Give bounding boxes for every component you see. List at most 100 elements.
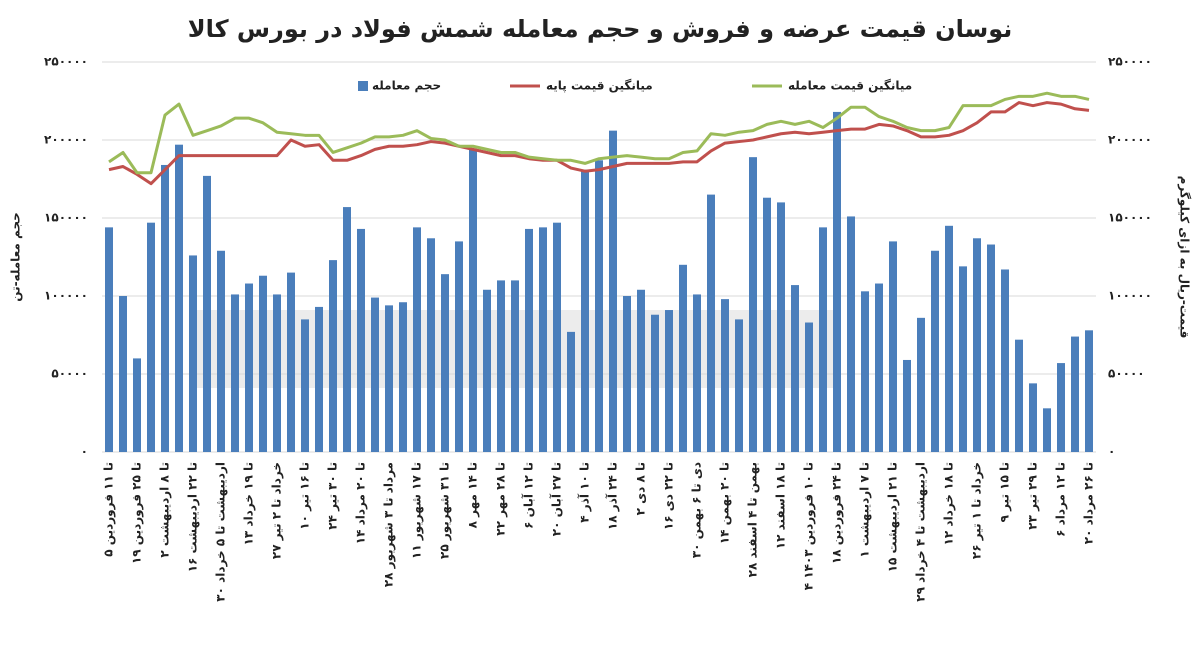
bar — [847, 216, 855, 452]
bar — [805, 322, 813, 452]
bar — [1085, 330, 1093, 452]
x-tick-label: ۳۰ اردیبهشت تا ۵ خرداد — [214, 462, 228, 602]
bar — [609, 130, 617, 452]
bar — [959, 266, 967, 452]
bar — [525, 228, 533, 452]
y2-tick-label: ۲۰۰۰۰۰ — [1108, 133, 1152, 147]
x-tick-label: ۶ تا ۱۲ آبان — [521, 462, 536, 529]
bar — [175, 144, 183, 452]
bar — [329, 260, 337, 452]
y2-tick-label: ۰ — [1108, 445, 1115, 459]
bar — [637, 289, 645, 452]
bar — [679, 264, 687, 452]
bar — [651, 314, 659, 452]
bar — [469, 149, 477, 453]
bar — [413, 227, 421, 452]
x-tick-label: ۱۹ تا ۲۵ فروردین — [130, 462, 145, 564]
x-tick-label: ۱ تا ۷ اردیبهشت — [858, 462, 872, 558]
bar — [483, 289, 491, 452]
y-tick-label: ۵۰۰۰۰ — [51, 367, 88, 381]
legend-swatch — [358, 81, 368, 91]
x-tick-label: ۳۰ دی تا ۶ بهمن — [690, 462, 704, 558]
bar — [889, 241, 897, 452]
bar — [581, 169, 589, 452]
bar — [343, 207, 351, 452]
x-tick-label: ۲۰ تا ۲۶ مرداد — [1082, 462, 1096, 544]
legend-label: میانگین قیمت معامله — [788, 79, 912, 93]
bar — [707, 194, 715, 452]
y-tick-label: ۰ — [81, 445, 88, 459]
bar — [399, 302, 407, 452]
line — [108, 91, 1090, 175]
bar — [875, 283, 883, 452]
bar — [945, 225, 953, 452]
bar — [315, 306, 323, 452]
bar — [973, 238, 981, 452]
bar — [161, 164, 169, 452]
x-tick-label: ۶ تا ۱۲ مرداد — [1054, 462, 1068, 537]
y-tick-label: ۲۰۰۰۰۰ — [44, 133, 88, 147]
bar — [553, 222, 561, 452]
x-tick-label: ۲۴ تا ۳۰ تیر — [326, 462, 340, 530]
bar — [203, 175, 211, 452]
x-tick-label: ۲۹ اردیبهشت تا ۴ خرداد — [914, 462, 928, 602]
bar — [987, 244, 995, 452]
bar — [1001, 269, 1009, 452]
bar — [231, 294, 239, 452]
bar — [245, 283, 253, 452]
bar — [441, 274, 449, 452]
y2-axis-title: قیمت-ریال به ازای کیلوگرم — [1177, 176, 1192, 339]
x-tick-label: ۱۰ تا ۱۶ تیر — [298, 462, 312, 530]
x-tick-label: ۱۲ تا ۱۸ خرداد — [942, 462, 956, 545]
x-tick-label: ۲۵ تا ۳۱ شهریور — [438, 462, 453, 559]
x-tick-label: ۹ تا ۱۵ تیر — [998, 462, 1012, 522]
bar — [917, 317, 925, 452]
bar — [259, 275, 267, 452]
x-tick-label: ۲۷ خرداد تا ۲ تیر — [270, 462, 284, 559]
bar — [217, 250, 225, 452]
bar — [511, 280, 519, 452]
bar — [903, 359, 911, 452]
y-tick-label: ۲۵۰۰۰۰ — [44, 55, 88, 69]
line — [108, 101, 1090, 186]
bar — [273, 294, 281, 452]
x-tick-label: ۲۲ تا ۲۸ مهر — [494, 462, 508, 536]
x-tick-label: ۱۴ تا ۲۰ بهمن — [718, 462, 732, 544]
bar — [931, 250, 939, 452]
bar — [735, 319, 743, 452]
x-tick-label: ۲۳ تا ۲۹ تیر — [1026, 462, 1040, 530]
bar — [1029, 383, 1037, 452]
x-tick-label: ۲۸ مرداد تا ۳ شهریور — [382, 462, 397, 587]
bar — [721, 299, 729, 452]
bar — [539, 227, 547, 452]
x-tick-label: ۱۲ تا ۱۸ اسفند — [774, 462, 788, 549]
bar — [385, 305, 393, 452]
y2-tick-label: ۵۰۰۰۰ — [1108, 367, 1145, 381]
bar — [1057, 363, 1065, 452]
bar — [595, 160, 603, 452]
bar — [791, 285, 799, 452]
y-tick-label: ۱۰۰۰۰۰ — [44, 289, 88, 303]
chart-title: نوسان قیمت عرضه و فروش و حجم معامله شمش … — [188, 15, 1013, 43]
bar — [833, 111, 841, 453]
x-tick-label: ۲۶ خرداد تا ۱ تیر — [970, 462, 984, 559]
bar — [1043, 408, 1051, 452]
y2-tick-label: ۱۰۰۰۰۰ — [1108, 289, 1152, 303]
bar — [819, 227, 827, 452]
bar — [371, 297, 379, 452]
bar — [133, 358, 141, 452]
y-tick-label: ۱۵۰۰۰۰ — [44, 211, 88, 225]
bar — [777, 202, 785, 452]
bar — [189, 255, 197, 452]
x-tick-label: ۱۴ تا ۲۰ مرداد — [354, 462, 368, 544]
bar — [623, 296, 631, 452]
y2-tick-label: ۱۵۰۰۰۰ — [1108, 211, 1152, 225]
x-tick-label: ۱۶ تا ۲۲ دی — [662, 462, 676, 530]
x-tick-label: ۱۵ تا ۲۱ اردیبهشت — [886, 462, 900, 572]
bar — [105, 227, 113, 452]
x-tick-label: ۸ تا ۱۴ مهر — [466, 462, 480, 528]
x-tick-label: ۱۳ تا ۱۹ خرداد — [242, 462, 256, 545]
x-tick-label: ۲ تا ۸ دی — [634, 462, 648, 515]
bar — [567, 331, 575, 452]
